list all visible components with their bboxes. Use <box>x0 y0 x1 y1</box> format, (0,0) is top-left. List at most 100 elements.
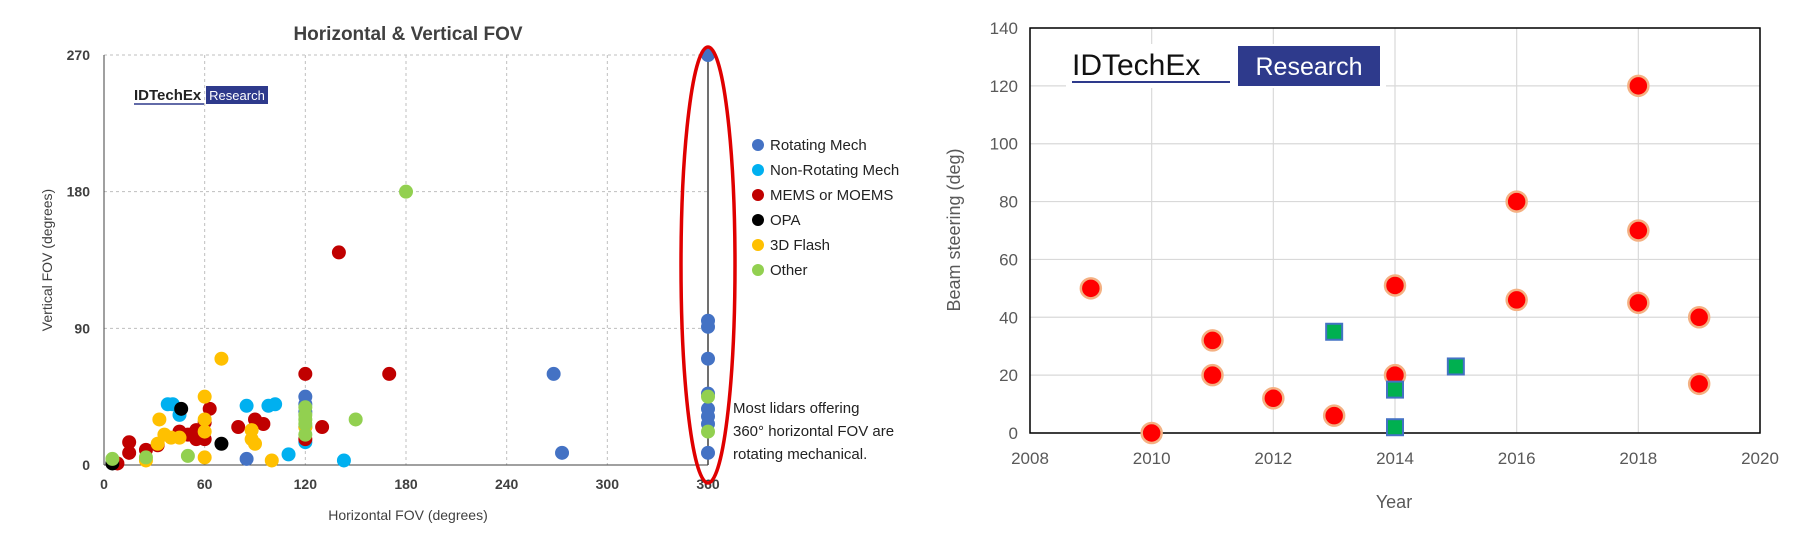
chart2-square-point <box>1386 380 1404 399</box>
chart2-x-tick-label: 2010 <box>1133 449 1171 468</box>
chart1-point <box>348 412 363 427</box>
chart1-point <box>174 401 189 416</box>
chart1-x-tick-label: 240 <box>495 476 519 492</box>
chart1-points <box>105 48 715 471</box>
chart2-y-tick-label: 60 <box>999 250 1018 269</box>
chart1-point <box>202 401 217 416</box>
chart2-y-tick-label: 0 <box>1009 424 1018 443</box>
annotation-line-1: Most lidars offering <box>733 400 859 417</box>
chart1-360-highlight <box>679 45 737 485</box>
chart1-point <box>298 417 313 431</box>
chart2-circle-point <box>1201 363 1224 387</box>
chart2-points <box>1079 74 1711 445</box>
legend-marker <box>752 264 764 276</box>
chart1-point <box>105 451 120 466</box>
chart1-point <box>298 366 313 381</box>
chart1-point <box>172 430 187 445</box>
chart1-annotation: Most lidars offering 360° horizontal FOV… <box>733 400 894 463</box>
chart1-point <box>701 389 715 404</box>
chart1-point <box>197 412 212 427</box>
chart2-circle-point <box>1627 291 1650 315</box>
chart2-circle-point <box>1201 329 1224 352</box>
chart2-circle-point <box>1140 421 1163 445</box>
chart2-circle-point <box>1627 219 1650 242</box>
chart1-point <box>150 436 165 451</box>
chart2-logo-tag-box <box>1238 46 1380 86</box>
chart2-x-tick-label: 2018 <box>1619 449 1657 468</box>
chart2-y-label: Beam steering (deg) <box>944 148 964 311</box>
chart2-y-tick-label: 100 <box>990 135 1018 154</box>
chart1-x-tick-label: 180 <box>394 476 418 492</box>
chart1-y-tick-label: 180 <box>67 184 91 200</box>
chart1-point <box>701 424 715 439</box>
chart1-point <box>298 427 313 442</box>
chart2-circle-point <box>1262 387 1285 410</box>
chart1-title: Horizontal & Vertical FOV <box>293 24 522 45</box>
chart1-x-tick-label: 0 <box>100 476 108 492</box>
chart1-y-tick-label: 90 <box>74 320 90 336</box>
chart1-point <box>399 184 413 199</box>
chart2-square-point <box>1386 418 1404 437</box>
chart1-logo: IDTechEx Research <box>134 86 268 105</box>
chart2-x-tick-label: 2014 <box>1376 449 1414 468</box>
chart1-point <box>197 450 212 465</box>
fov-scatter-chart: Horizontal & Vertical FOV 0 60 120 180 240 30… <box>39 24 899 523</box>
chart1-y-tick-label: 0 <box>82 457 90 473</box>
chart1-point <box>180 448 195 463</box>
chart2-square-point <box>1325 322 1344 341</box>
legend-marker <box>752 239 764 251</box>
chart2-circle-point <box>1687 372 1711 396</box>
legend-marker <box>752 214 764 226</box>
chart1-point <box>197 424 212 439</box>
chart1-y-label: Vertical FOV (degrees) <box>39 189 55 331</box>
chart1-point <box>701 445 715 460</box>
chart1-logo-brand: IDTechEx <box>134 87 202 104</box>
chart2-x-tick-label: 2008 <box>1011 449 1049 468</box>
chart1-point <box>268 397 283 412</box>
chart2-x-tick-label: 2016 <box>1498 449 1536 468</box>
chart1-point <box>701 319 715 334</box>
legend-label: MEMS or MOEMS <box>770 187 893 204</box>
chart2-circle-point <box>1079 277 1103 300</box>
chart1-logo-tag: Research <box>209 88 265 103</box>
chart1-x-tick-label: 120 <box>294 476 318 492</box>
legend-label: Non-Rotating Mech <box>770 162 899 179</box>
chart2-circle-point <box>1505 288 1528 312</box>
chart1-point <box>122 435 137 450</box>
chart1-point <box>122 445 137 460</box>
chart2-grid: 2008 2010 2012 2014 2016 2018 2020 0 20 40 60 80 100… <box>990 19 1779 468</box>
chart2-y-tick-label: 20 <box>999 366 1018 385</box>
chart2-circle-point <box>1627 74 1650 98</box>
chart1-point <box>248 436 262 451</box>
chart2-y-tick-label: 140 <box>990 19 1018 38</box>
chart1-point <box>152 412 167 427</box>
chart2-circle-point <box>1687 306 1711 329</box>
beam-steering-chart: 2008 2010 2012 2014 2016 2018 2020 0 20 40 60 80 100… <box>944 19 1779 512</box>
chart2-logo-tag: Research <box>1256 53 1363 81</box>
chart2-circle-point <box>1322 404 1346 427</box>
legend-label: 3D Flash <box>770 237 830 254</box>
chart1-point <box>331 245 346 260</box>
legend-marker <box>752 189 764 201</box>
chart2-y-tick-label: 80 <box>999 193 1018 212</box>
chart1-point <box>546 366 561 381</box>
chart1-x-tick-label: 300 <box>596 476 620 492</box>
chart2-y-tick-label: 120 <box>990 77 1018 96</box>
chart2-circle-point <box>1383 274 1407 297</box>
chart1-legend: Rotating Mech Non-Rotating Mech MEMS or MO… <box>752 137 899 279</box>
chart1-point <box>336 453 351 468</box>
chart1-point <box>264 453 279 468</box>
legend-marker <box>752 164 764 176</box>
chart2-square-point <box>1446 357 1465 376</box>
chart1-x-label: Horizontal FOV (degrees) <box>328 507 488 523</box>
chart2-x-label: Year <box>1376 492 1412 512</box>
legend-label: OPA <box>770 212 801 229</box>
legend-label: Rotating Mech <box>770 137 867 154</box>
chart2-logo: IDTechEx Research <box>1066 44 1386 88</box>
chart2-y-tick-label: 40 <box>999 308 1018 327</box>
annotation-line-3: rotating mechanical. <box>733 446 867 463</box>
chart2-circle-point <box>1505 190 1528 213</box>
chart1-grid <box>104 54 709 465</box>
chart1-point <box>197 389 212 404</box>
